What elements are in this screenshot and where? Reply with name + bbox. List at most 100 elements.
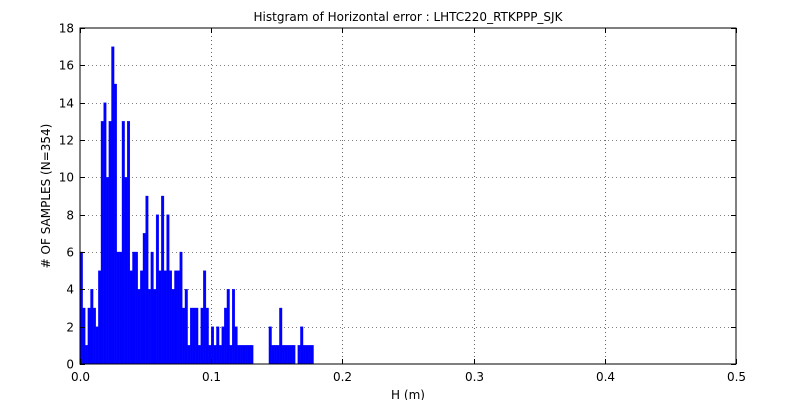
histogram-bar xyxy=(284,345,288,365)
histogram-bar xyxy=(108,121,112,365)
x-tick-label: 0.0 xyxy=(71,370,90,384)
histogram-bar xyxy=(119,251,123,365)
histogram-bar xyxy=(106,177,110,365)
histogram-bar xyxy=(137,289,141,365)
histogram-bar xyxy=(211,326,214,365)
histogram-bar xyxy=(195,307,199,365)
y-tick-label: 6 xyxy=(66,246,74,260)
histogram-bar xyxy=(145,195,149,365)
grid-lines xyxy=(80,28,736,364)
histogram-bar xyxy=(200,307,204,365)
histogram-bar xyxy=(292,345,296,365)
histogram-bar xyxy=(174,270,178,365)
histogram-bar xyxy=(85,345,89,365)
histogram-bar xyxy=(129,270,133,365)
histogram-bar xyxy=(148,289,151,365)
histogram-bar xyxy=(92,307,96,365)
histogram-bar xyxy=(250,345,254,365)
histogram-bar xyxy=(213,345,217,365)
histogram-bar xyxy=(124,177,128,365)
histogram-bar xyxy=(242,345,246,365)
histogram-bar xyxy=(184,289,188,365)
histogram-bar xyxy=(179,251,183,365)
histogram-bar xyxy=(279,307,283,365)
histogram-bar xyxy=(171,289,175,365)
histogram-bar xyxy=(197,345,201,365)
histogram-bar xyxy=(134,251,138,365)
histogram-bar xyxy=(221,326,225,365)
histogram-bar xyxy=(150,251,154,365)
histogram-bar xyxy=(276,345,280,365)
y-tick-label: 18 xyxy=(59,22,74,36)
histogram-bar xyxy=(205,307,209,365)
y-tick-label: 4 xyxy=(66,283,74,297)
histogram-bar xyxy=(166,214,170,365)
y-tick-label: 14 xyxy=(59,97,74,111)
histogram-bar xyxy=(158,270,162,365)
histogram-bar xyxy=(98,270,102,365)
x-tick-label: 0.4 xyxy=(596,370,615,384)
histogram-bar xyxy=(127,121,131,365)
histogram-bar xyxy=(237,345,241,365)
histogram-bar xyxy=(111,46,115,365)
x-tick-label: 0.1 xyxy=(202,370,221,384)
histogram-bar xyxy=(113,83,117,365)
histogram-bar xyxy=(289,345,293,365)
histogram-bar xyxy=(271,345,275,365)
histogram-bar xyxy=(132,251,136,365)
histogram-bar xyxy=(226,289,230,365)
histogram-bar xyxy=(302,345,306,365)
x-axis-label: H (m) xyxy=(391,388,425,400)
histogram-bar xyxy=(155,214,159,365)
histogram-bar xyxy=(190,307,193,365)
histogram-bar xyxy=(310,345,314,365)
histogram-bar xyxy=(232,289,235,365)
histogram-bar xyxy=(287,345,291,365)
histogram-bar xyxy=(121,121,125,365)
y-tick-label: 12 xyxy=(59,134,74,148)
histogram-bar xyxy=(100,121,104,365)
histogram-bar xyxy=(90,289,94,365)
histogram-bar xyxy=(116,251,120,365)
chart-title: Histgram of Horizontal error : LHTC220_R… xyxy=(254,10,564,24)
histogram-bar xyxy=(308,345,312,365)
y-axis-label: # OF SAMPLES (N=354) xyxy=(39,124,53,269)
x-tick-label: 0.5 xyxy=(727,370,746,384)
histogram-bar xyxy=(268,326,272,365)
histogram-bar xyxy=(247,345,251,365)
histogram-bar xyxy=(234,326,238,365)
histogram-bar xyxy=(229,345,233,365)
histogram-bar xyxy=(95,326,99,365)
histogram-bar xyxy=(82,307,86,365)
histogram-bar xyxy=(300,326,304,365)
histogram-bar xyxy=(208,345,212,365)
histogram-bar xyxy=(297,345,301,365)
histogram-bar xyxy=(87,307,91,365)
histogram-bar xyxy=(239,345,243,365)
y-tick-label: 2 xyxy=(66,321,74,335)
histogram-bar xyxy=(192,307,196,365)
y-tick-label: 16 xyxy=(59,59,74,73)
x-tick-label: 0.2 xyxy=(333,370,352,384)
histogram-bar xyxy=(163,270,167,365)
y-tick-label: 10 xyxy=(59,171,74,185)
histogram-bar xyxy=(142,233,146,365)
y-tick-label: 8 xyxy=(66,209,74,223)
histogram-bar xyxy=(182,307,186,365)
y-tick-label: 0 xyxy=(66,358,74,372)
histogram-bar xyxy=(245,345,249,365)
histogram-bar xyxy=(153,289,157,365)
x-tick-label: 0.3 xyxy=(465,370,484,384)
histogram-bar xyxy=(140,270,144,365)
histogram-bar xyxy=(305,345,309,365)
histogram-bar xyxy=(161,195,165,365)
histogram-bar xyxy=(224,307,228,365)
histogram-bar xyxy=(203,270,207,365)
histogram-bar xyxy=(103,102,107,365)
plot-frame xyxy=(79,27,737,365)
axis-ticks: 0.0 0.1 0.2 0.3 0.4 0.5 0 2 4 6 8 10 12 14 16 18 xyxy=(59,22,746,385)
histogram-bar xyxy=(187,345,191,365)
histogram-bar xyxy=(218,345,222,365)
histogram-bar xyxy=(176,270,180,365)
